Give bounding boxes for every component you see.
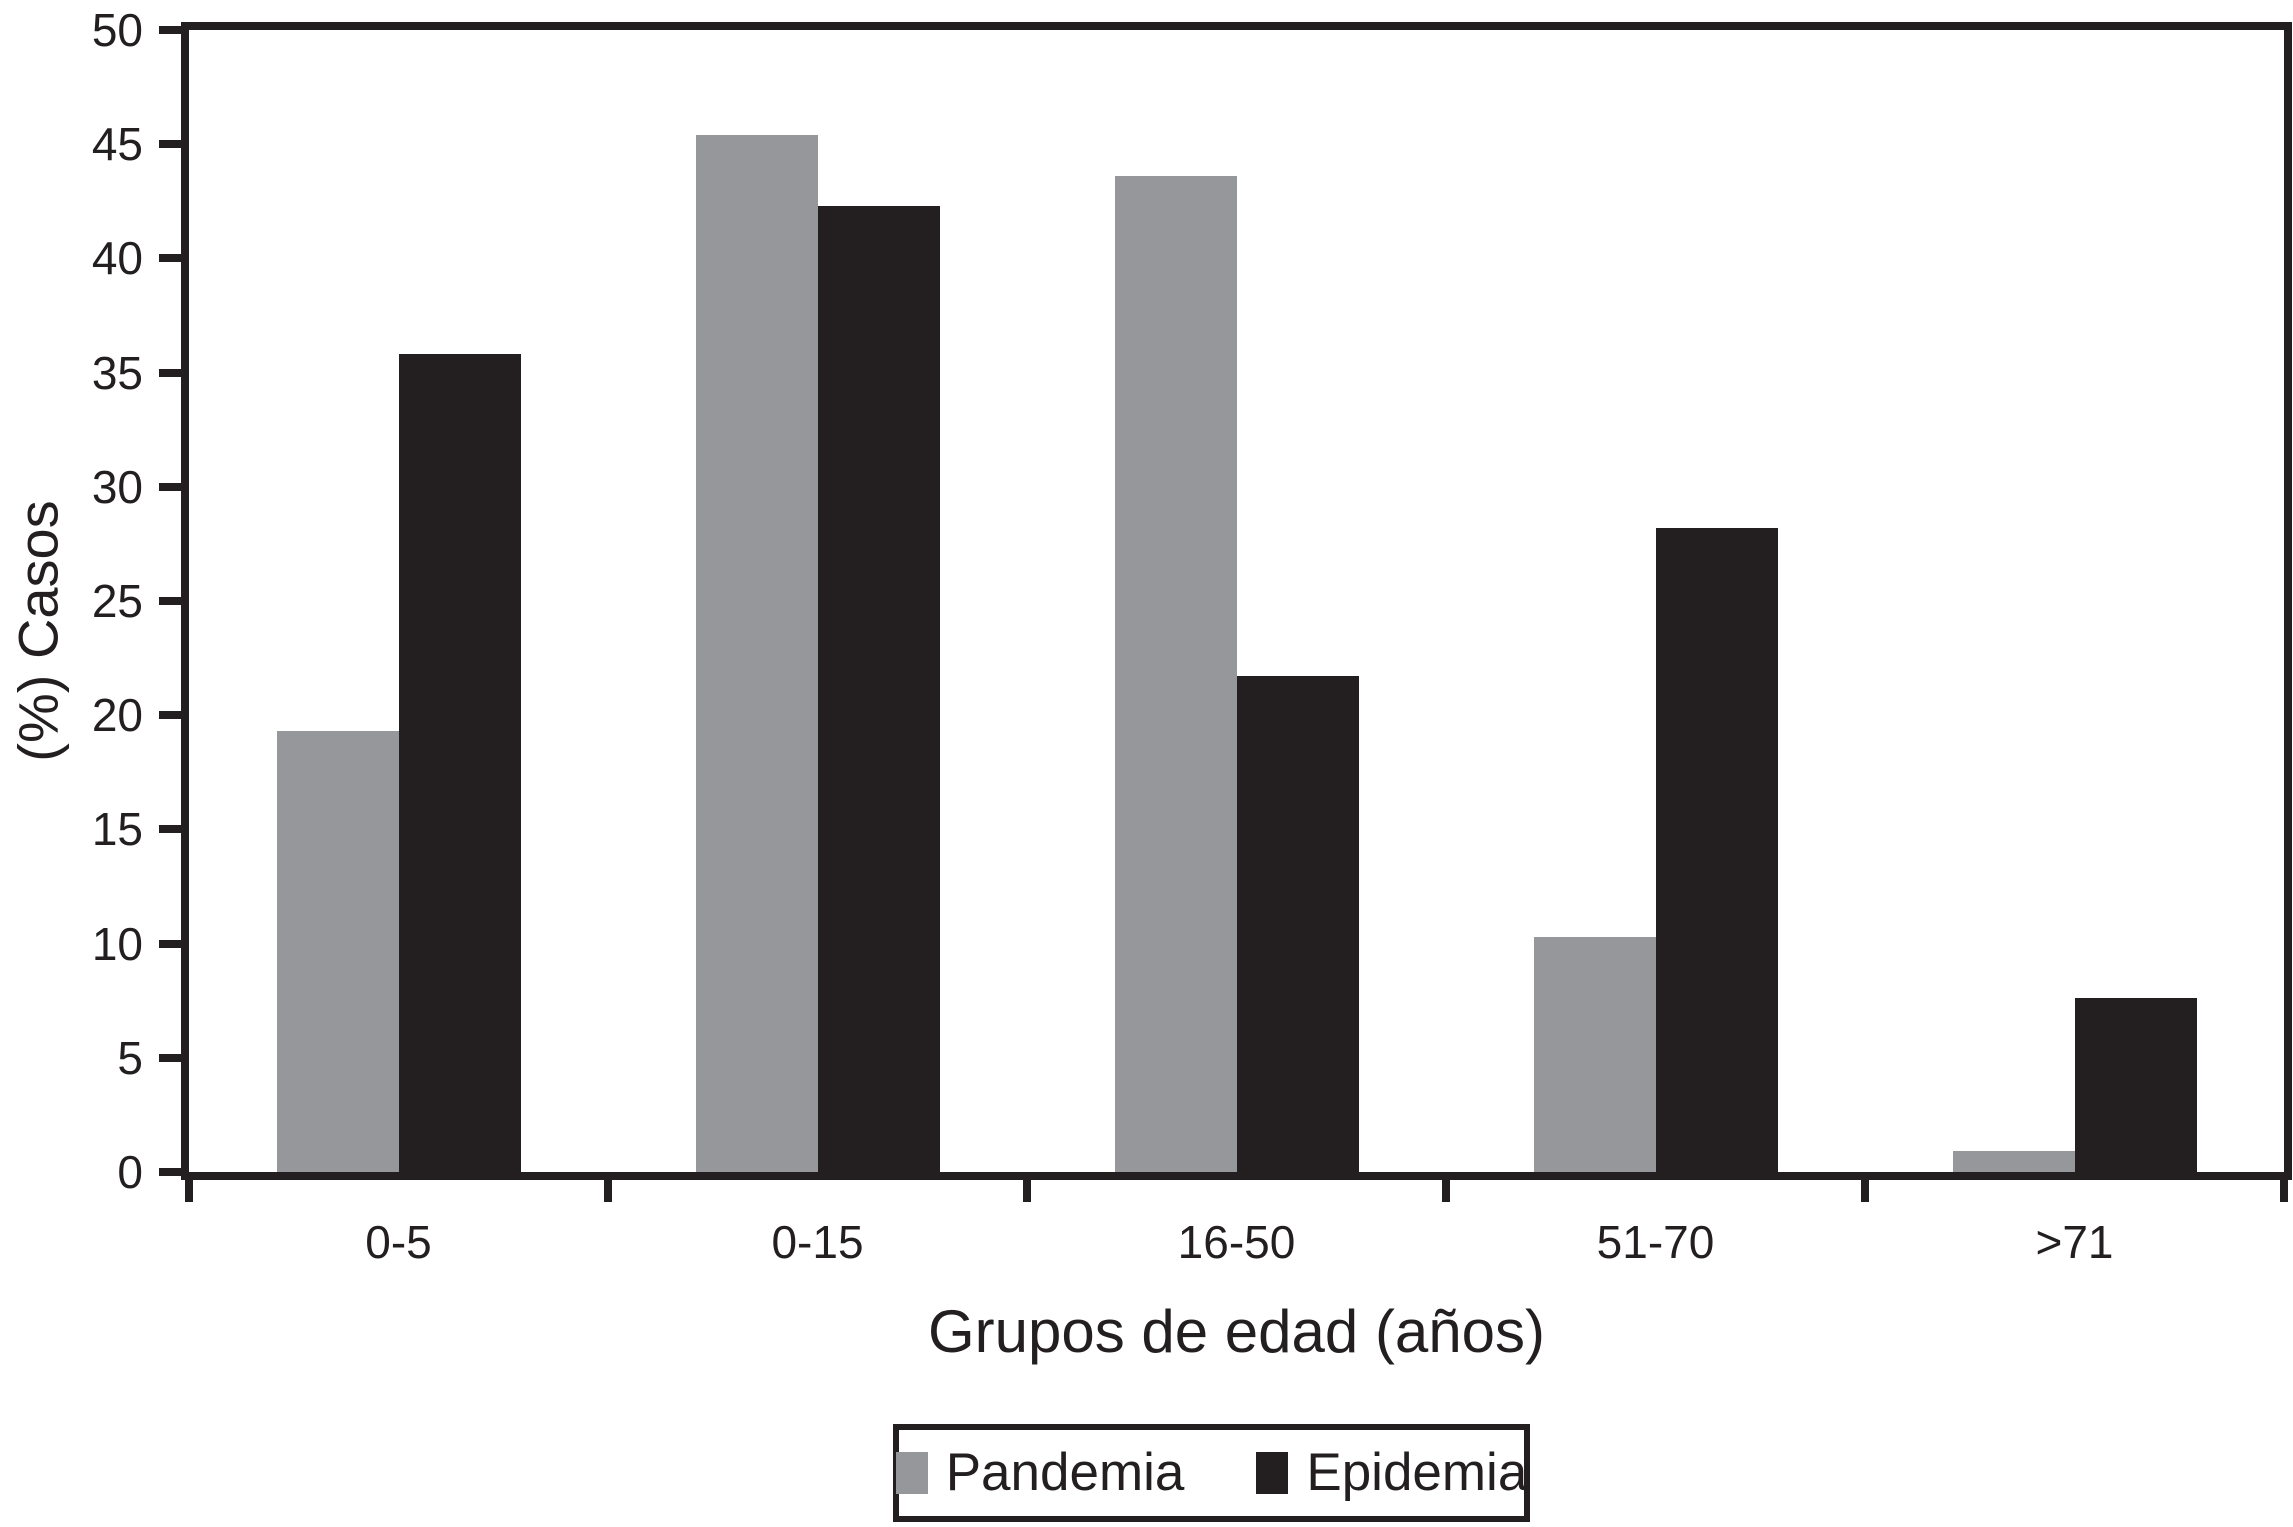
bar-pandemia-5170	[1533, 936, 1656, 1172]
x-category-label-015: 0-15	[771, 1216, 864, 1268]
y-tick-30	[159, 482, 181, 491]
pandemia-swatch	[895, 1452, 928, 1494]
bar-pandemia-71	[1952, 1151, 2075, 1172]
bar-epidemia-1650	[1236, 676, 1359, 1172]
x-category-label-05: 0-5	[365, 1216, 432, 1268]
y-tick-label-30: 30	[91, 460, 143, 513]
epidemia-legend-label: Epidemia	[1306, 1443, 1528, 1502]
x-category-label-1650: 16-50	[1177, 1216, 1296, 1268]
legend: Pandemia Epidemia	[893, 1424, 1530, 1522]
bar-epidemia-5170	[1655, 527, 1778, 1172]
y-tick-5	[159, 1053, 181, 1062]
x-axis-title: Grupos de edad (años)	[927, 1298, 1546, 1365]
y-tick-10	[159, 939, 181, 948]
bar-epidemia-71	[2074, 998, 2197, 1172]
y-tick-label-10: 10	[91, 917, 143, 970]
y-tick-label-5: 5	[117, 1031, 143, 1084]
y-tick-label-50: 50	[91, 4, 143, 56]
bar-epidemia-015	[817, 205, 940, 1172]
x-tick-2	[1023, 1172, 1031, 1202]
y-tick-20	[159, 711, 181, 720]
y-tick-45	[159, 140, 181, 149]
x-tick-4	[1861, 1172, 1869, 1202]
y-tick-label-15: 15	[91, 803, 143, 856]
legend-item-pandemia: Pandemia	[895, 1443, 1185, 1503]
bar-pandemia-015	[695, 135, 818, 1172]
bar-pandemia-05	[276, 731, 399, 1172]
x-tick-0	[185, 1172, 193, 1202]
legend-item-epidemia: Epidemia	[1256, 1443, 1527, 1503]
bar-pandemia-1650	[1114, 176, 1237, 1172]
x-category-label-5170: 51-70	[1596, 1216, 1715, 1268]
y-tick-0	[159, 1168, 181, 1176]
bar-epidemia-05	[398, 354, 521, 1172]
epidemia-swatch	[1256, 1452, 1289, 1494]
x-category-label-71: >71	[2035, 1216, 2114, 1268]
x-tick-5	[2280, 1172, 2288, 1202]
y-tick-40	[159, 254, 181, 263]
y-tick-label-20: 20	[91, 689, 143, 742]
y-tick-label-0: 0	[117, 1146, 143, 1198]
y-tick-50	[159, 26, 181, 34]
y-tick-25	[159, 597, 181, 605]
y-tick-label-45: 45	[91, 118, 143, 171]
y-tick-label-25: 25	[91, 575, 143, 627]
plot-area: 0 5 10 15 20 25 30 35 40 45 50 0-5 0-15 16-50 51-70 >71	[92, 4, 2292, 1268]
y-tick-35	[159, 368, 181, 377]
y-tick-label-40: 40	[91, 232, 143, 285]
y-tick-label-35: 35	[91, 346, 143, 399]
x-tick-3	[1442, 1172, 1450, 1202]
x-tick-1	[604, 1172, 612, 1202]
pandemia-legend-label: Pandemia	[945, 1443, 1185, 1502]
y-tick-15	[159, 825, 181, 834]
